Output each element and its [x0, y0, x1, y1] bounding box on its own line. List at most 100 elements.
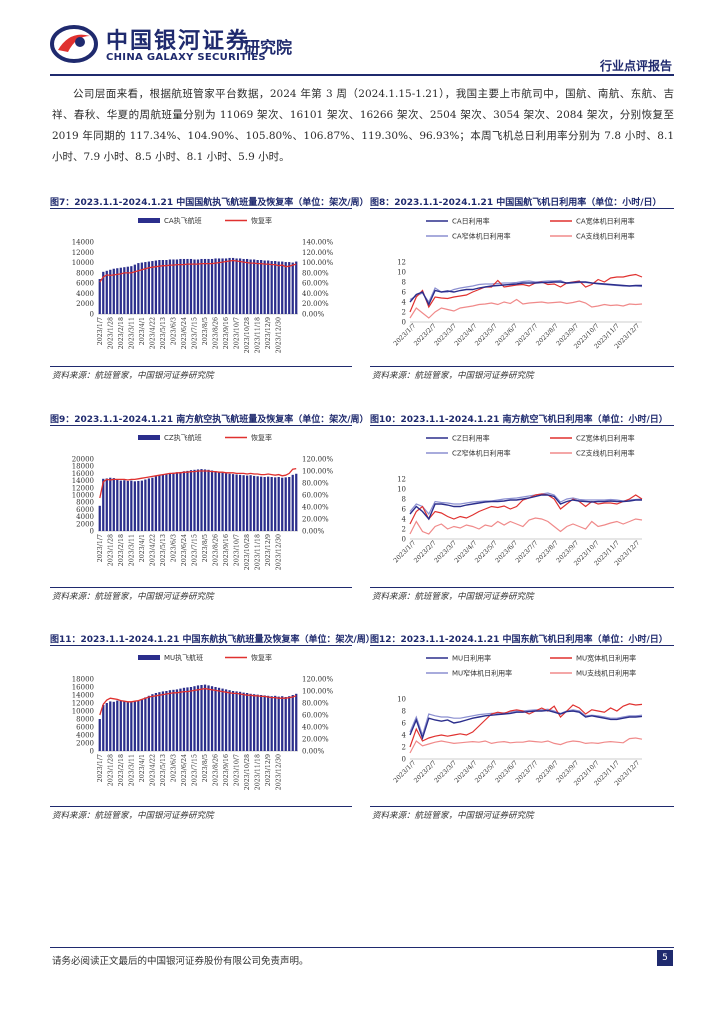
fig10-ytick: 2	[402, 526, 406, 534]
fig9-bar	[137, 480, 140, 531]
fig7-xtick: 2023/4/22	[149, 317, 156, 349]
fig7-bar	[144, 262, 147, 314]
galaxy-logo-icon	[50, 25, 98, 63]
fig11-bar	[105, 703, 108, 751]
fig11-xtick: 2023/12/9	[265, 754, 272, 786]
fig11-xtick: 2023/11/18	[255, 754, 262, 790]
fig7-bar	[249, 259, 252, 314]
fig8-source: 资料来源：航班管家，中国银河证券研究院	[372, 371, 534, 381]
body-paragraph: 公司层面来看，根据航班管家平台数据，2024 年第 3 周（2024.1.15-…	[52, 84, 674, 168]
fig9-xtick: 2023/8/5	[202, 534, 209, 562]
fig9-legend-line: 恢复率	[251, 433, 272, 442]
fig7-bar	[151, 261, 154, 314]
fig9-bar	[193, 469, 196, 531]
fig9-xtick: 2023/12/30	[276, 534, 283, 570]
fig9-bar	[154, 476, 158, 531]
fig11-bar	[210, 686, 214, 751]
fig9-bar	[126, 480, 129, 531]
fig8-ytick: 2	[402, 309, 406, 317]
fig7-bar	[130, 266, 133, 314]
fig8-legend-label: CA日利用率	[452, 217, 490, 226]
fig7-source: 资料来源：航班管家，中国银河证券研究院	[52, 371, 214, 381]
fig7-bar	[281, 261, 284, 314]
fig11-bar	[288, 696, 291, 751]
fig11-bar	[102, 705, 105, 751]
fig7-bar	[140, 262, 143, 314]
fig10-svg: CZ日利用率 CZ宽体机日利用率 CZ窄体机日利用率 CZ支线机日利用率 0 2 4 6 8 10…	[392, 434, 643, 567]
fig9-xtick: 2023/6/24	[181, 534, 188, 566]
fig11-bar	[228, 690, 231, 751]
fig11-ytick-left: 12000	[72, 700, 94, 708]
company-name-en: CHINA GALAXY SECURITIES	[106, 52, 266, 63]
fig7-xtick: 2023/8/26	[213, 317, 220, 349]
fig11-bar	[291, 695, 294, 751]
fig11-bar	[133, 701, 136, 751]
fig12-ytick: 10	[397, 696, 406, 704]
fig11-bar	[158, 692, 161, 751]
fig9-bar	[231, 474, 235, 531]
fig9-bar	[284, 477, 287, 531]
fig7-bar	[277, 261, 280, 314]
fig7-bar	[238, 258, 242, 314]
fig11-bar	[196, 685, 200, 751]
fig7-legend-line: 恢复率	[251, 216, 272, 225]
fig7-ytick-right: 20.00%	[302, 300, 329, 308]
fig8-chart: CA日利用率 CA宽体机日利用率 CA窄体机日利用率 CA支线机日利用率 0 2 4 6 8 10…	[370, 212, 674, 364]
fig11-ytick-left: 14000	[72, 692, 94, 700]
fig11-bar	[267, 695, 270, 751]
fig9-bar	[288, 477, 291, 531]
fig12-title-rule	[370, 645, 674, 646]
fig11-bar	[98, 719, 101, 751]
fig9-bar	[281, 477, 284, 531]
fig7-bar	[105, 270, 108, 314]
fig10-ytick: 4	[402, 516, 407, 524]
fig9-ytick-left: 4000	[76, 513, 94, 521]
fig11-ytick-left: 0	[90, 748, 94, 756]
fig7-bar	[228, 257, 231, 314]
fig7-ytick-right: 80.00%	[302, 269, 329, 277]
fig9-bar	[186, 470, 189, 531]
fig9-bar	[291, 474, 294, 531]
fig11-ytick-left: 2000	[76, 740, 94, 748]
fig7-bar	[291, 262, 294, 314]
fig8-title: 图8：2023.1.1-2024.1.21 中国国航飞机日利用率（单位：小时/日…	[370, 198, 662, 208]
fig8-ytick: 4	[402, 299, 407, 307]
fig9-bar	[133, 481, 136, 531]
fig7-ytick-left: 4000	[76, 290, 94, 298]
report-type: 行业点评报告	[599, 59, 672, 73]
fig8-svg: CA日利用率 CA宽体机日利用率 CA窄体机日利用率 CA支线机日利用率 0 2 4 6 8 10…	[392, 217, 643, 350]
fig11-bar	[242, 692, 245, 751]
fig11-bar	[253, 694, 256, 751]
fig9-ytick-left: 16000	[72, 470, 94, 478]
fig10-legend-label: CZ支线机日利用率	[576, 449, 635, 458]
fig9-ytick-right: 120.00%	[302, 456, 333, 464]
fig9-bar	[98, 505, 101, 531]
fig11-bar	[249, 693, 252, 751]
fig11-bar	[246, 693, 249, 751]
fig7-bar	[137, 263, 140, 314]
fig9-ytick-left: 0	[90, 528, 94, 536]
paragraph-text: 公司层面来看，根据航班管家平台数据，2024 年第 3 周（2024.1.15-…	[52, 88, 674, 163]
fig7-bar	[253, 259, 256, 314]
fig11-bar	[179, 688, 182, 751]
fig11-bar	[235, 691, 238, 751]
fig9-bar	[210, 470, 214, 531]
fig11-bar	[151, 694, 154, 751]
fig11-xtick: 2023/1/28	[107, 754, 114, 786]
fig9-title: 图9：2023.1.1-2024.1.21 南方航空执飞航班量及恢复率（单位：架…	[50, 415, 369, 425]
fig11-ytick-right: 20.00%	[302, 736, 329, 744]
fig9-bar	[116, 479, 119, 531]
fig9-bar	[270, 477, 273, 531]
fig9-bar	[140, 480, 143, 531]
fig11-bar	[238, 691, 242, 751]
fig7-bar	[224, 258, 228, 314]
fig7-xtick: 2023/12/9	[265, 317, 272, 349]
fig11-bar	[256, 694, 259, 751]
fig9-ytick-left: 12000	[72, 484, 94, 492]
fig11-source: 资料来源：航班管家，中国银河证券研究院	[52, 811, 214, 821]
fig10-legend-label: CZ日利用率	[452, 434, 490, 443]
fig9-ytick-left: 10000	[72, 492, 94, 500]
fig11-bar	[270, 696, 273, 751]
fig7-ytick-left: 14000	[72, 239, 94, 247]
fig8-ytick: 10	[397, 269, 406, 277]
